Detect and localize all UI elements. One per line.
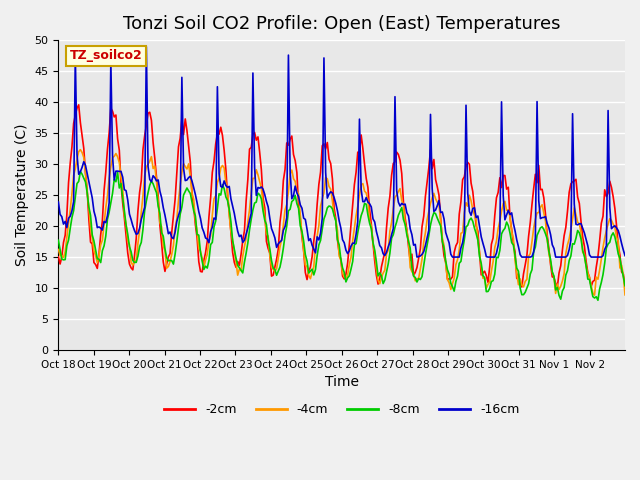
Text: TZ_soilco2: TZ_soilco2 <box>70 49 143 62</box>
Title: Tonzi Soil CO2 Profile: Open (East) Temperatures: Tonzi Soil CO2 Profile: Open (East) Temp… <box>123 15 561 33</box>
Legend: -2cm, -4cm, -8cm, -16cm: -2cm, -4cm, -8cm, -16cm <box>159 398 524 421</box>
X-axis label: Time: Time <box>324 375 358 389</box>
Y-axis label: Soil Temperature (C): Soil Temperature (C) <box>15 124 29 266</box>
